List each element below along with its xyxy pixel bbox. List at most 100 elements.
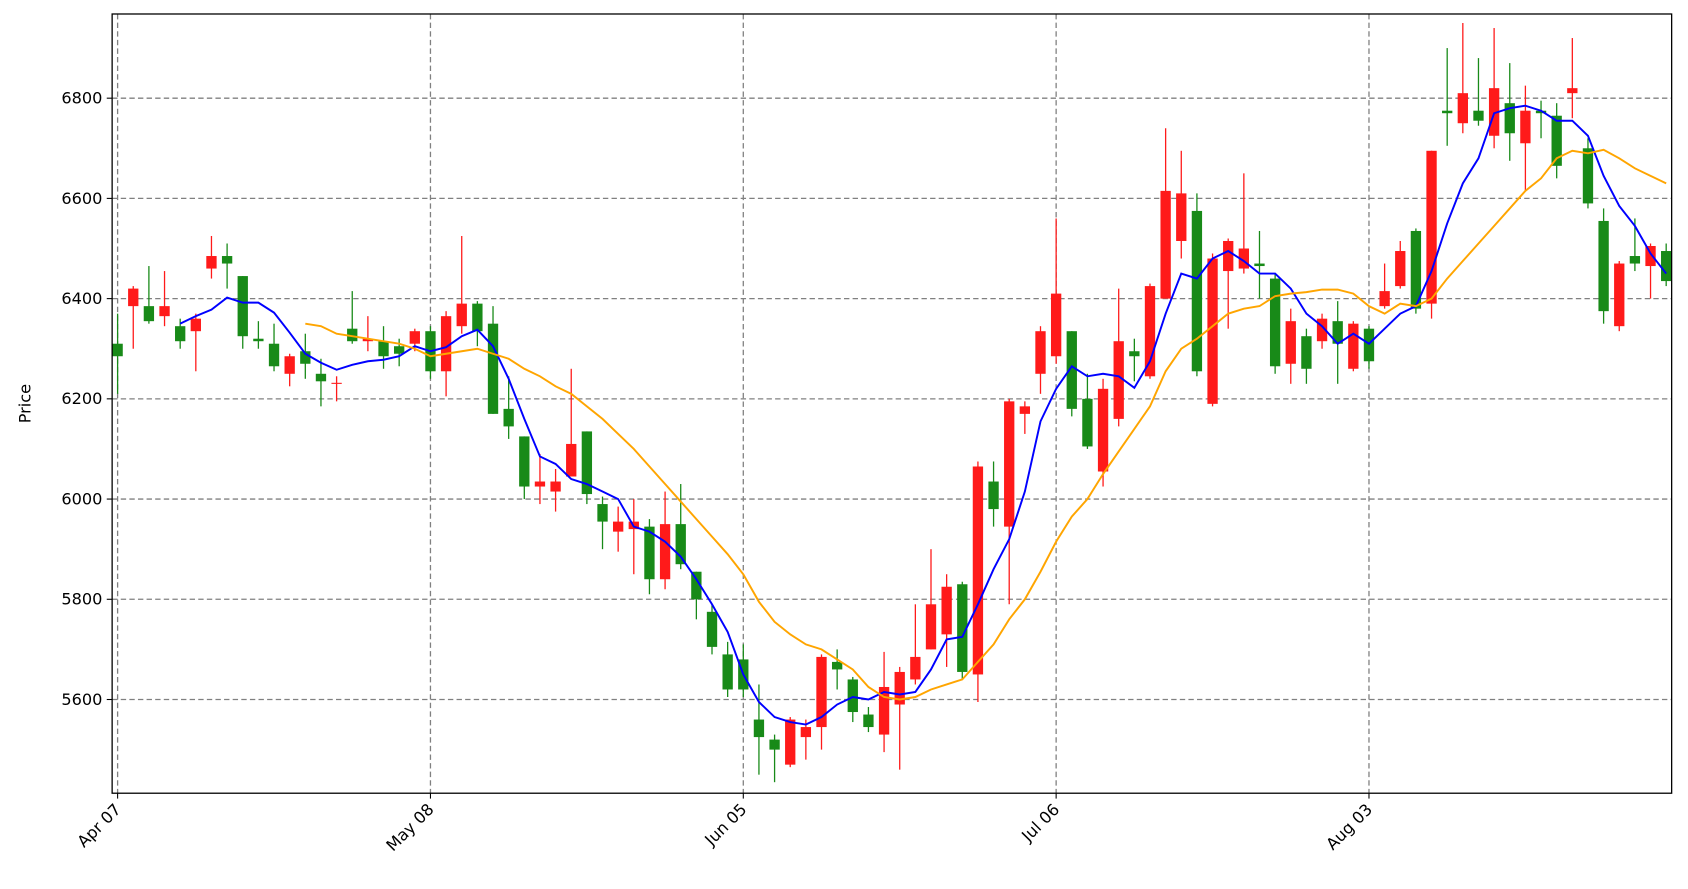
candle-body xyxy=(1567,88,1578,94)
candle-body xyxy=(1661,251,1672,282)
candle-body xyxy=(925,604,937,650)
candle-body xyxy=(394,346,405,354)
candle-body xyxy=(1348,323,1359,369)
moving-average-line xyxy=(179,104,1667,726)
candle-body xyxy=(1410,230,1422,309)
candle-body xyxy=(1473,110,1484,121)
candle-body xyxy=(1426,150,1437,304)
candle-body xyxy=(941,586,952,635)
candle-body xyxy=(550,481,561,492)
candle-body xyxy=(1488,88,1500,136)
candle-body xyxy=(597,504,608,522)
candle-body xyxy=(221,256,233,264)
candle-body xyxy=(816,656,827,728)
candle-body xyxy=(675,524,686,565)
x-tick-label: Jun 05 xyxy=(700,800,750,850)
candle-body xyxy=(519,436,530,487)
candle-body xyxy=(753,719,765,738)
candle-body xyxy=(347,328,358,342)
moving-average-line xyxy=(305,148,1667,701)
y-tick-label: 6400 xyxy=(61,289,102,308)
candle-body xyxy=(972,466,984,675)
candle-body xyxy=(863,714,874,728)
candle-body xyxy=(1097,388,1109,472)
candle-body xyxy=(1160,190,1171,299)
candle-body xyxy=(487,323,499,414)
candle-body xyxy=(1363,328,1375,362)
y-tick-label: 6600 xyxy=(61,189,102,208)
candle-body xyxy=(706,611,718,647)
candle-body xyxy=(1004,401,1015,527)
candle-body xyxy=(1050,293,1062,357)
candle-body xyxy=(1113,341,1124,419)
candle-body xyxy=(284,356,295,374)
candle-body xyxy=(315,373,327,382)
x-tick-label: Aug 03 xyxy=(1322,800,1376,854)
candle-body xyxy=(1301,336,1312,369)
candle-body xyxy=(362,338,374,342)
candle-body xyxy=(769,739,780,750)
candle-body xyxy=(1629,256,1641,264)
candle-body xyxy=(1129,351,1140,357)
candle-body xyxy=(1191,210,1203,372)
candle-body xyxy=(1144,286,1156,377)
candle-body xyxy=(440,316,452,372)
y-tick-label: 6800 xyxy=(61,89,102,108)
candle-body xyxy=(472,303,483,332)
candle-body xyxy=(1238,248,1250,269)
y-tick-label: 6200 xyxy=(61,389,102,408)
candle-body xyxy=(378,341,389,357)
candle-body xyxy=(268,343,280,367)
candle-body xyxy=(659,524,671,580)
candle-body xyxy=(1504,103,1515,134)
candle-body xyxy=(800,727,812,738)
plot-frame xyxy=(111,13,1673,794)
candle-body xyxy=(566,443,577,477)
candle-body xyxy=(644,526,655,580)
candle-body xyxy=(785,719,796,765)
candle-body xyxy=(456,303,467,327)
y-tick-label: 5800 xyxy=(61,590,102,609)
candle-body xyxy=(206,256,217,269)
candle-body xyxy=(159,306,170,317)
candle-body xyxy=(612,521,624,532)
candle-body xyxy=(910,656,921,680)
candle-body xyxy=(1019,406,1031,414)
candle-body xyxy=(253,338,264,342)
candle-body xyxy=(1379,291,1390,307)
candle-body xyxy=(878,686,890,735)
candle-body xyxy=(1442,110,1453,114)
candle-body xyxy=(988,481,999,510)
candle-body xyxy=(112,343,123,357)
candle-body xyxy=(1457,93,1468,124)
candle-body xyxy=(1269,278,1281,367)
candle-body xyxy=(1535,110,1547,114)
candle-body xyxy=(1285,321,1296,364)
x-tick-label: May 08 xyxy=(382,800,437,855)
candle-body xyxy=(831,661,843,670)
candle-body xyxy=(300,351,311,364)
candle-body xyxy=(190,318,201,332)
candle-body xyxy=(331,382,342,384)
candle-body xyxy=(1614,263,1625,327)
candle-body xyxy=(143,306,155,322)
candle-body xyxy=(128,288,139,307)
candle-body xyxy=(1176,193,1187,241)
candle-body xyxy=(722,654,733,690)
y-tick-label: 5600 xyxy=(61,690,102,709)
candle-body xyxy=(691,571,702,600)
candle-body xyxy=(503,408,514,427)
candle-body xyxy=(1598,220,1609,312)
candle-body xyxy=(1395,251,1406,287)
candle-body xyxy=(1582,148,1594,204)
candle-body xyxy=(1223,240,1234,272)
candle-body xyxy=(1520,110,1531,144)
y-axis-label: Price xyxy=(15,384,34,423)
candle-body xyxy=(534,481,546,487)
x-tick-label: Apr 07 xyxy=(73,800,124,851)
candle-body xyxy=(1207,258,1218,404)
candle-body xyxy=(957,584,968,672)
candle-body xyxy=(175,326,186,342)
